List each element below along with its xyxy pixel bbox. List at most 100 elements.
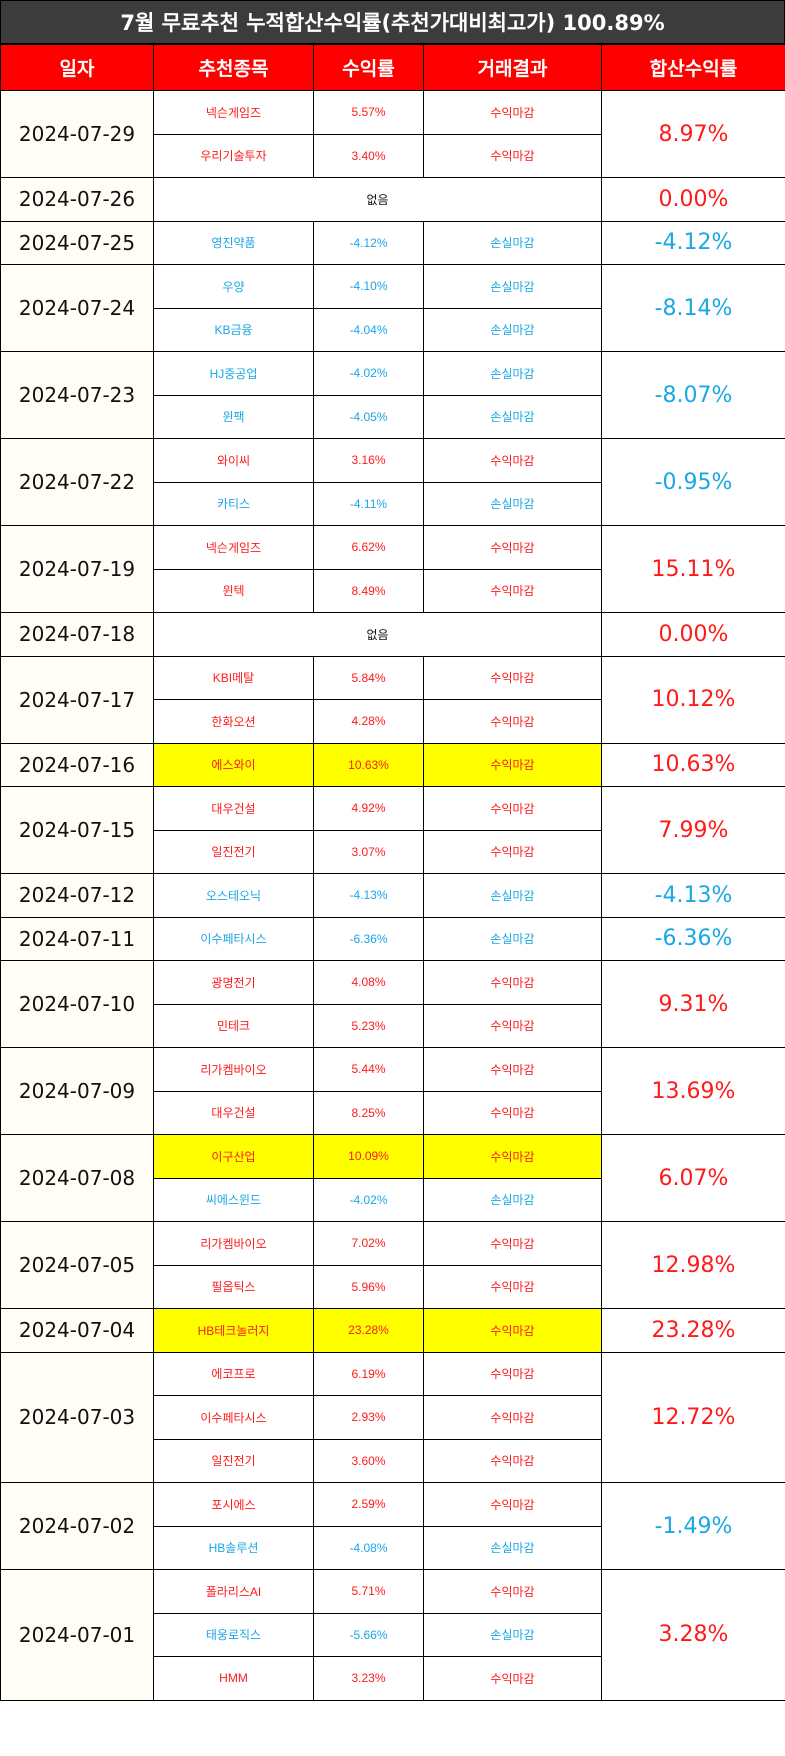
total-return-cell: 10.63% bbox=[601, 742, 785, 787]
result-cell: 손실마감 bbox=[423, 1525, 602, 1570]
total-return-cell: 13.69% bbox=[601, 1047, 785, 1135]
return-cell: -4.05% bbox=[313, 394, 424, 439]
table-row: 2024-07-08 이구산업 10.09% 수익마감 6.07% bbox=[0, 1134, 785, 1222]
table-row: 한화오션 4.28% 수익마감 bbox=[1, 699, 785, 744]
table-row: 2024-07-23 HJ중공업 -4.02% 손실마감 -8.07% bbox=[0, 351, 785, 439]
total-return-cell: 23.28% bbox=[601, 1308, 785, 1353]
result-cell: 손실마감 bbox=[423, 220, 602, 265]
result-cell: 수익마감 bbox=[423, 960, 602, 1005]
total-return-cell: 3.28% bbox=[601, 1569, 785, 1701]
date-cell: 2024-07-05 bbox=[0, 1221, 154, 1309]
result-cell: 손실마감 bbox=[423, 1612, 602, 1657]
date-cell: 2024-07-24 bbox=[0, 264, 154, 352]
return-cell: -4.02% bbox=[313, 351, 424, 396]
table-row: 2024-07-10 광명전기 4.08% 수익마감 9.31% bbox=[0, 960, 785, 1048]
return-cell: 7.02% bbox=[313, 1221, 424, 1266]
table-row: 2024-07-17 KBI메탈 5.84% 수익마감 10.12% bbox=[0, 655, 785, 744]
result-cell: 손실마감 bbox=[423, 394, 602, 439]
total-return-cell: -8.14% bbox=[601, 264, 785, 352]
stock-name-cell: 대우건설 bbox=[153, 1090, 314, 1135]
result-cell: 수익마감 bbox=[423, 655, 602, 700]
return-cell: 4.08% bbox=[313, 960, 424, 1005]
stock-name-cell: 일진전기 bbox=[153, 829, 314, 874]
page-title: 7월 무료추천 누적합산수익률(추천가대비최고가) 100.89% bbox=[0, 0, 785, 44]
return-cell: 6.62% bbox=[313, 525, 424, 570]
stock-name-cell: 와이씨 bbox=[153, 438, 314, 483]
return-cell: 4.28% bbox=[313, 699, 424, 744]
result-cell: 수익마감 bbox=[423, 1134, 602, 1179]
return-cell: 3.60% bbox=[313, 1438, 424, 1483]
table-row: 2024-07-29 넥슨게임즈 5.57% 수익마감 8.97% bbox=[0, 90, 785, 178]
return-cell: 2.93% bbox=[313, 1395, 424, 1440]
return-cell: -6.36% bbox=[313, 916, 424, 961]
return-cell: -4.04% bbox=[313, 307, 424, 352]
total-return-cell: 6.07% bbox=[601, 1134, 785, 1222]
return-cell: 4.92% bbox=[313, 786, 424, 831]
result-cell: 수익마감 bbox=[423, 568, 602, 613]
date-cell: 2024-07-09 bbox=[0, 1047, 154, 1135]
table-row: 윈텍 8.49% 수익마감 bbox=[1, 568, 785, 613]
stock-name-cell: 에스와이 bbox=[153, 742, 314, 787]
total-return-cell: -6.36% bbox=[601, 916, 785, 961]
table-row: 2024-07-24 우양 -4.10% 손실마감 -8.14% bbox=[0, 264, 785, 352]
date-cell: 2024-07-02 bbox=[0, 1482, 154, 1570]
stock-name-cell: 넥슨게임즈 bbox=[153, 90, 314, 135]
table-row: 2024-07-02 포시에스 2.59% 수익마감 -1.49% bbox=[0, 1482, 785, 1570]
table-row: 2024-07-15 대우건설 4.92% 수익마감 7.99% bbox=[0, 786, 785, 874]
total-return-cell: 0.00% bbox=[601, 612, 785, 657]
table-row: 윈팩 -4.05% 손실마감 bbox=[1, 394, 785, 439]
stock-name-cell: 대우건설 bbox=[153, 786, 314, 831]
stock-name-cell: 카티스 bbox=[153, 481, 314, 526]
date-cell: 2024-07-22 bbox=[0, 438, 154, 526]
date-cell: 2024-07-16 bbox=[0, 742, 154, 787]
table-row: KB금융 -4.04% 손실마감 bbox=[1, 307, 785, 352]
date-cell: 2024-07-10 bbox=[0, 960, 154, 1048]
result-cell: 수익마감 bbox=[423, 438, 602, 483]
stock-name-cell: KB금융 bbox=[153, 307, 314, 352]
result-cell: 수익마감 bbox=[423, 133, 602, 178]
no-recommendation-cell: 없음 bbox=[153, 612, 602, 657]
table-row: 2024-07-18 없음 0.00% bbox=[0, 612, 785, 657]
return-cell: 8.49% bbox=[313, 568, 424, 613]
total-return-cell: 10.12% bbox=[601, 655, 785, 744]
stock-name-cell: 씨에스윈드 bbox=[153, 1177, 314, 1222]
stock-name-cell: 리가켐바이오 bbox=[153, 1047, 314, 1092]
stock-name-cell: HB솔루션 bbox=[153, 1525, 314, 1570]
result-cell: 수익마감 bbox=[423, 742, 602, 787]
result-cell: 수익마감 bbox=[423, 1482, 602, 1527]
result-cell: 수익마감 bbox=[423, 1351, 602, 1396]
total-return-cell: 15.11% bbox=[601, 525, 785, 613]
table-row: 일진전기 3.07% 수익마감 bbox=[1, 829, 785, 874]
date-cell: 2024-07-04 bbox=[0, 1308, 154, 1353]
result-cell: 수익마감 bbox=[423, 1264, 602, 1309]
total-return-cell: -4.12% bbox=[601, 220, 785, 265]
result-cell: 수익마감 bbox=[423, 829, 602, 874]
table-row: 씨에스윈드 -4.02% 손실마감 bbox=[1, 1177, 785, 1222]
stock-name-cell: 영진약품 bbox=[153, 220, 314, 265]
return-cell: -4.11% bbox=[313, 481, 424, 526]
table-row: 2024-07-09 리가켐바이오 5.44% 수익마감 13.69% bbox=[0, 1047, 785, 1135]
date-cell: 2024-07-25 bbox=[0, 220, 154, 265]
total-return-cell: -4.13% bbox=[601, 873, 785, 918]
stock-name-cell: 한화오션 bbox=[153, 699, 314, 744]
table-row: 2024-07-25 영진약품 -4.12% 손실마감 -4.12% bbox=[0, 220, 785, 265]
return-cell: 8.25% bbox=[313, 1090, 424, 1135]
result-cell: 손실마감 bbox=[423, 873, 602, 918]
stock-name-cell: 에코프로 bbox=[153, 1351, 314, 1396]
stock-name-cell: 광명전기 bbox=[153, 960, 314, 1005]
result-cell: 수익마감 bbox=[423, 1656, 602, 1701]
stock-name-cell: 이수페타시스 bbox=[153, 916, 314, 961]
table-row: 2024-07-03 에코프로 6.19% 수익마감 12.72% bbox=[0, 1351, 785, 1483]
return-cell: 3.23% bbox=[313, 1656, 424, 1701]
return-cell: 10.63% bbox=[313, 742, 424, 787]
total-return-cell: -8.07% bbox=[601, 351, 785, 439]
stock-name-cell: HMM bbox=[153, 1656, 314, 1701]
table-row: 2024-07-04 HB테크놀러지 23.28% 수익마감 23.28% bbox=[0, 1308, 785, 1353]
date-cell: 2024-07-19 bbox=[0, 525, 154, 613]
date-cell: 2024-07-26 bbox=[0, 177, 154, 222]
return-cell: -4.02% bbox=[313, 1177, 424, 1222]
return-cell: -5.66% bbox=[313, 1612, 424, 1657]
return-cell: 5.44% bbox=[313, 1047, 424, 1092]
result-cell: 손실마감 bbox=[423, 1177, 602, 1222]
total-return-cell: 8.97% bbox=[601, 90, 785, 178]
